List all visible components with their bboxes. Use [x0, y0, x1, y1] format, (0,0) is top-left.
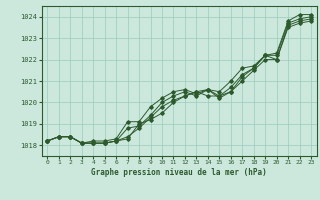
- X-axis label: Graphe pression niveau de la mer (hPa): Graphe pression niveau de la mer (hPa): [91, 168, 267, 177]
